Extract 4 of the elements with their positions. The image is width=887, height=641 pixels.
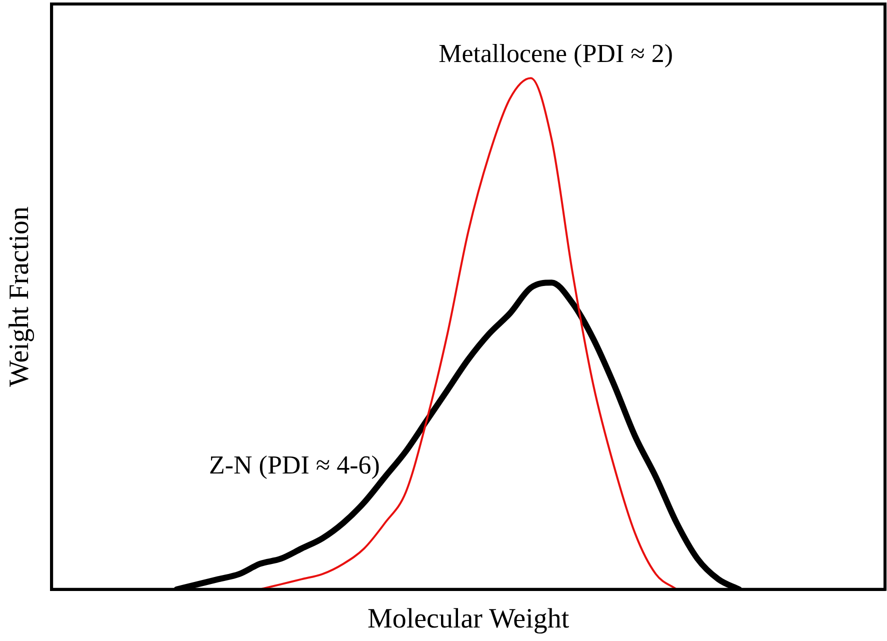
y-axis-title: Weight Fraction <box>4 206 36 387</box>
x-axis-title: Molecular Weight <box>367 604 570 635</box>
series-label: Z-N (PDI ≈ 4-6) <box>208 450 380 480</box>
series-label: Metallocene (PDI ≈ 2) <box>438 38 674 68</box>
